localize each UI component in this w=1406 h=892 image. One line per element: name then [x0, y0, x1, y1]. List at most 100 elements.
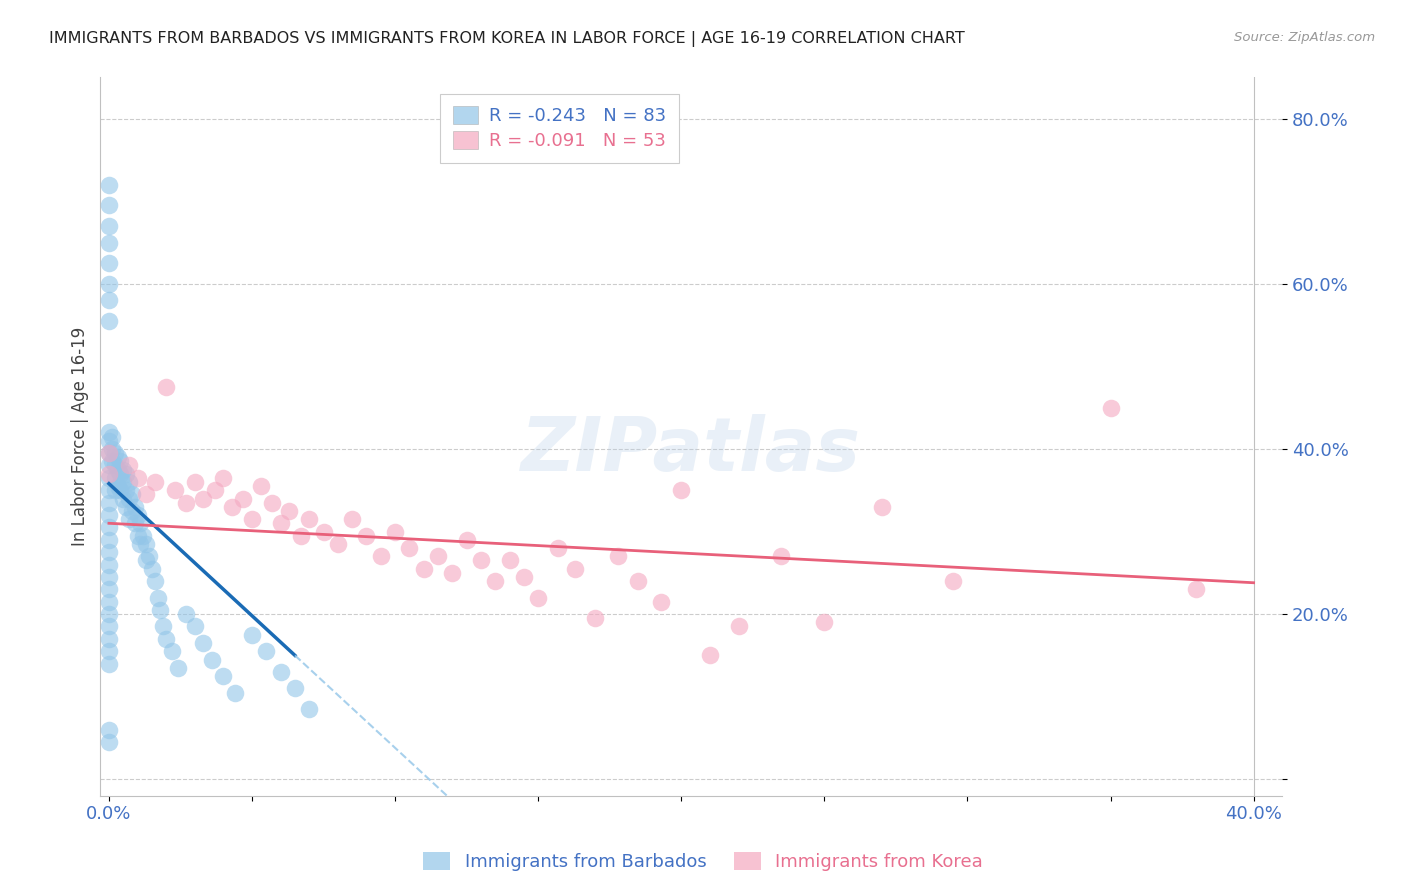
- Point: [112, 491, 135, 506]
- Point: [97, 632, 120, 646]
- Point: [115, 500, 138, 514]
- Point: [118, 491, 141, 506]
- Point: [160, 644, 183, 658]
- Point: [110, 454, 132, 468]
- Point: [270, 516, 292, 531]
- Point: [107, 479, 129, 493]
- Point: [107, 450, 129, 465]
- Point: [221, 500, 243, 514]
- Point: [141, 562, 163, 576]
- Point: [671, 483, 693, 498]
- Point: [97, 446, 120, 460]
- Point: [121, 504, 143, 518]
- Point: [97, 458, 120, 473]
- Point: [1099, 401, 1122, 415]
- Point: [312, 524, 335, 539]
- Point: [124, 500, 146, 514]
- Point: [97, 277, 120, 291]
- Text: Source: ZipAtlas.com: Source: ZipAtlas.com: [1234, 31, 1375, 45]
- Point: [527, 591, 550, 605]
- Point: [104, 471, 127, 485]
- Point: [146, 591, 169, 605]
- Point: [135, 487, 157, 501]
- Point: [155, 632, 177, 646]
- Point: [240, 628, 263, 642]
- Point: [101, 442, 124, 456]
- Point: [513, 570, 536, 584]
- Point: [115, 467, 138, 481]
- Point: [97, 595, 120, 609]
- Point: [97, 723, 120, 737]
- Point: [97, 607, 120, 621]
- Point: [278, 504, 301, 518]
- Point: [326, 537, 349, 551]
- Point: [163, 483, 186, 498]
- Point: [143, 574, 166, 588]
- Point: [184, 619, 207, 633]
- Point: [240, 512, 263, 526]
- Point: [870, 500, 893, 514]
- Point: [174, 496, 197, 510]
- Point: [97, 467, 120, 481]
- Point: [174, 607, 197, 621]
- Point: [97, 256, 120, 270]
- Point: [124, 516, 146, 531]
- Text: IMMIGRANTS FROM BARBADOS VS IMMIGRANTS FROM KOREA IN LABOR FORCE | AGE 16-19 COR: IMMIGRANTS FROM BARBADOS VS IMMIGRANTS F…: [49, 31, 965, 47]
- Point: [97, 582, 120, 597]
- Y-axis label: In Labor Force | Age 16-19: In Labor Force | Age 16-19: [72, 327, 89, 546]
- Point: [284, 681, 307, 696]
- Point: [149, 603, 172, 617]
- Text: ZIPatlas: ZIPatlas: [522, 415, 862, 487]
- Legend: R = -0.243   N = 83, R = -0.091   N = 53: R = -0.243 N = 83, R = -0.091 N = 53: [440, 94, 679, 163]
- Point: [340, 512, 363, 526]
- Point: [97, 533, 120, 547]
- Point: [627, 574, 650, 588]
- Point: [101, 429, 124, 443]
- Point: [143, 475, 166, 489]
- Point: [212, 669, 235, 683]
- Point: [112, 462, 135, 476]
- Point: [135, 553, 157, 567]
- Point: [135, 537, 157, 551]
- Point: [201, 652, 224, 666]
- Point: [97, 558, 120, 572]
- Point: [204, 483, 226, 498]
- Point: [290, 529, 312, 543]
- Point: [547, 541, 569, 555]
- Point: [155, 380, 177, 394]
- Point: [470, 553, 492, 567]
- Point: [127, 508, 149, 522]
- Point: [224, 685, 246, 699]
- Point: [97, 425, 120, 440]
- Point: [104, 483, 127, 498]
- Point: [118, 512, 141, 526]
- Point: [607, 549, 630, 564]
- Point: [498, 553, 520, 567]
- Point: [107, 462, 129, 476]
- Point: [298, 702, 321, 716]
- Point: [583, 611, 606, 625]
- Point: [118, 458, 141, 473]
- Point: [727, 619, 749, 633]
- Point: [564, 562, 586, 576]
- Point: [129, 537, 152, 551]
- Point: [699, 648, 721, 663]
- Point: [97, 545, 120, 559]
- Point: [427, 549, 450, 564]
- Point: [152, 619, 174, 633]
- Point: [254, 644, 277, 658]
- Point: [456, 533, 478, 547]
- Point: [232, 491, 254, 506]
- Point: [115, 483, 138, 498]
- Point: [370, 549, 392, 564]
- Point: [97, 219, 120, 233]
- Point: [212, 471, 235, 485]
- Point: [97, 235, 120, 250]
- Point: [193, 491, 215, 506]
- Point: [129, 516, 152, 531]
- Point: [121, 487, 143, 501]
- Point: [97, 735, 120, 749]
- Point: [127, 471, 149, 485]
- Point: [441, 566, 464, 580]
- Point: [110, 467, 132, 481]
